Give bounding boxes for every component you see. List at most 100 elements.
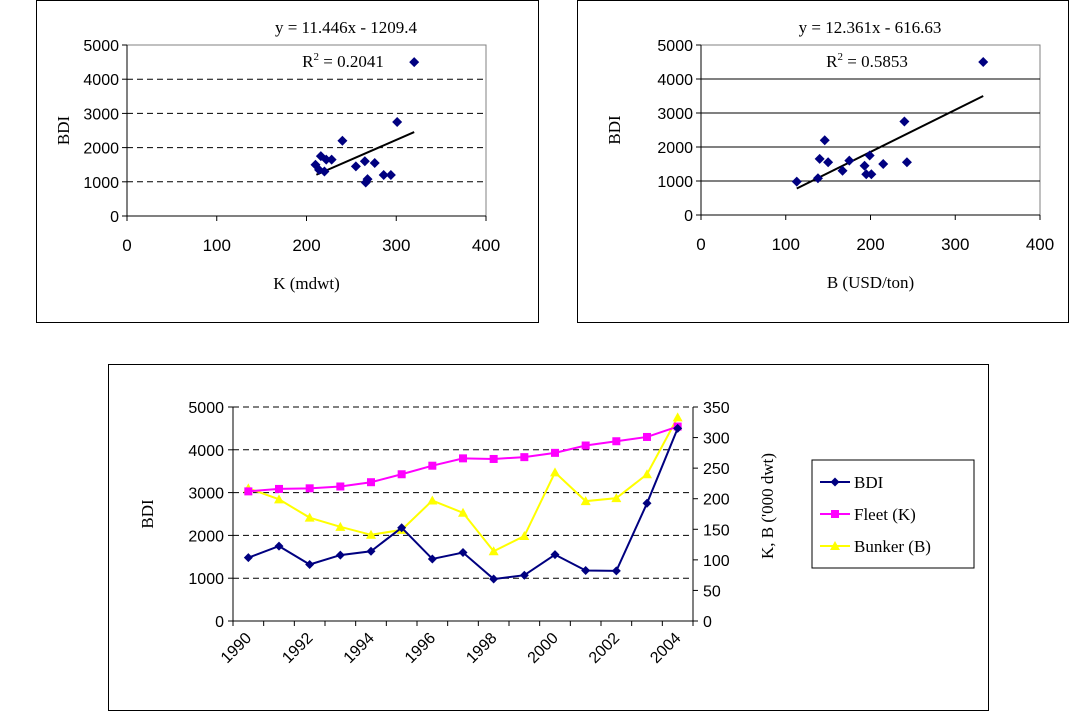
data-point <box>861 169 872 180</box>
y-tick-label: 3000 <box>83 106 119 123</box>
y2-tick-label: 150 <box>703 522 730 539</box>
data-point <box>362 174 373 185</box>
data-point <box>612 437 621 446</box>
plot-area <box>126 44 487 217</box>
data-point <box>580 496 591 506</box>
data-point <box>336 482 345 491</box>
data-point <box>489 454 498 463</box>
y-tick-label: 0 <box>684 208 693 225</box>
trendline-equation: y = 11.446x - 1209.4 <box>275 18 418 37</box>
data-point <box>831 510 839 518</box>
data-point <box>337 135 348 146</box>
y2-tick-label: 350 <box>703 400 730 417</box>
x-tick-label: 400 <box>472 236 500 255</box>
data-point <box>409 57 420 68</box>
y-axis-title: BDI <box>54 116 73 146</box>
data-point <box>321 154 332 165</box>
data-point <box>397 523 407 533</box>
y-tick-label: 4000 <box>188 443 224 460</box>
data-point <box>428 461 437 470</box>
y2-axis-title: K, B ('000 dwt) <box>758 453 777 559</box>
x-axis-title: K (mdwt) <box>273 274 340 293</box>
y-axis-title: BDI <box>138 499 157 529</box>
data-point <box>611 493 622 503</box>
y-tick-label: 2000 <box>657 140 693 157</box>
x-tick-label: 2002 <box>586 630 623 667</box>
data-point <box>844 155 855 166</box>
y-tick-label: 0 <box>215 614 224 631</box>
data-point <box>305 484 314 493</box>
trendline-equation: y = 12.361x - 616.63 <box>799 18 942 37</box>
x-tick-label: 0 <box>122 236 131 255</box>
data-point <box>243 553 253 563</box>
x-tick-label: 0 <box>696 235 705 254</box>
data-point <box>489 574 499 584</box>
data-point <box>550 550 560 560</box>
y2-tick-label: 0 <box>703 614 712 631</box>
line-panel-timeseries: 0 1000 2000 3000 4000 5000 0 50 100 150 200 250 300 3… <box>108 364 989 711</box>
y-tick-label: 2000 <box>83 141 119 158</box>
y-tick-label: 5000 <box>188 400 224 417</box>
r-squared-label: R2 = 0.2041 <box>302 51 384 71</box>
y-tick-label: 3000 <box>657 106 693 123</box>
data-point <box>335 521 346 531</box>
data-point <box>275 484 283 493</box>
x-axis-title: B (USD/ton) <box>827 273 914 292</box>
data-point <box>899 116 910 127</box>
data-point <box>335 550 345 560</box>
x-tick-label: 1996 <box>402 630 439 667</box>
data-point <box>427 554 437 564</box>
x-tick-label: 2004 <box>647 630 684 667</box>
y-axis-title: BDI <box>605 115 624 145</box>
data-point <box>366 546 376 556</box>
r-squared-label: R2 = 0.5853 <box>826 51 908 71</box>
data-point <box>673 423 683 433</box>
data-point <box>819 135 830 146</box>
y-tick-label: 0 <box>110 209 119 226</box>
x-tick-label: 1998 <box>463 630 500 667</box>
data-point <box>359 156 370 167</box>
data-point <box>378 169 389 180</box>
legend-label: BDI <box>854 473 884 492</box>
data-point <box>459 454 467 463</box>
data-point <box>326 154 337 165</box>
data-point <box>350 161 361 172</box>
x-tick-label: 2000 <box>525 630 562 667</box>
data-point <box>878 159 889 169</box>
x-tick-label: 200 <box>856 235 884 254</box>
data-point <box>397 470 406 479</box>
data-point <box>244 487 253 496</box>
data-point <box>385 169 396 180</box>
data-point <box>901 157 912 168</box>
x-tick-label: 300 <box>941 235 969 254</box>
scatter-panel-bunker: 0 1000 2000 3000 4000 5000 0 100 200 300 400 B (USD… <box>577 0 1069 323</box>
data-point <box>814 153 825 164</box>
trendline <box>315 131 415 176</box>
data-point <box>581 565 591 575</box>
data-point <box>369 157 380 168</box>
y2-tick-label: 100 <box>703 553 730 570</box>
data-point <box>830 541 840 550</box>
y-tick-label: 5000 <box>657 38 693 55</box>
scatter-chart-fleet: 0 1000 2000 3000 4000 5000 0 100 200 300 400 K (mdw… <box>54 18 500 293</box>
data-point <box>864 150 875 161</box>
data-point <box>427 495 438 505</box>
y2-tick-label: 300 <box>703 431 730 448</box>
x-tick-label: 200 <box>292 236 320 255</box>
data-point <box>488 546 499 556</box>
data-point <box>642 498 652 508</box>
data-point <box>519 531 530 541</box>
y2-tick-label: 50 <box>703 583 721 600</box>
data-point <box>366 529 376 539</box>
y-tick-label: 4000 <box>83 72 119 89</box>
y-tick-label: 1000 <box>83 175 119 192</box>
data-point <box>392 116 403 127</box>
y-tick-label: 1000 <box>188 571 224 588</box>
legend-label: Bunker (B) <box>854 537 931 556</box>
x-tick-label: 1994 <box>341 630 378 667</box>
line-chart-timeseries: 0 1000 2000 3000 4000 5000 0 50 100 150 200 250 300 3… <box>138 400 975 667</box>
data-point <box>859 160 870 171</box>
data-point <box>791 176 802 187</box>
data-point <box>274 541 284 551</box>
y-tick-label: 2000 <box>188 528 224 545</box>
